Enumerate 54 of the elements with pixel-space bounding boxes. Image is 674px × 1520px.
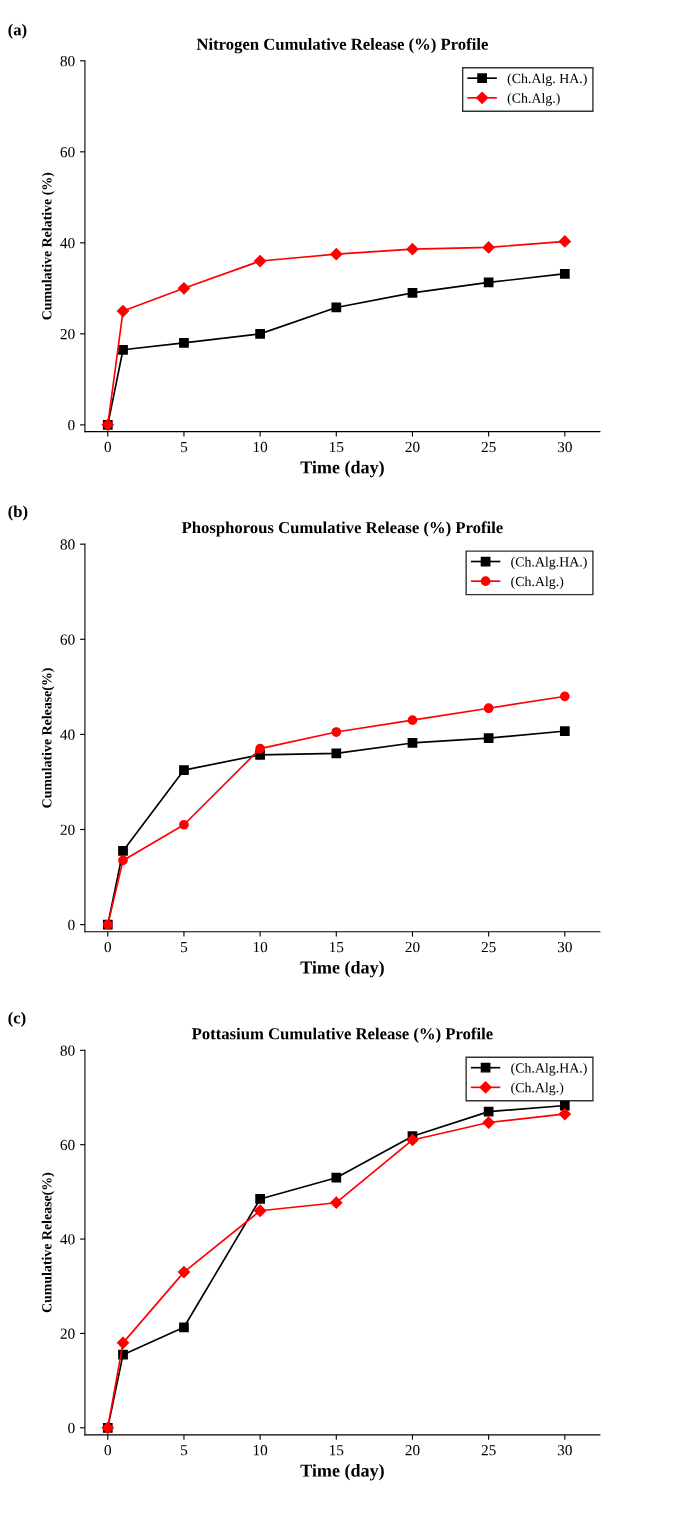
x-tick-label: 15 bbox=[330, 441, 344, 453]
chart-title: Nitrogen Cumulative Release (%) Profile bbox=[196, 37, 488, 54]
x-tick-label: 10 bbox=[253, 941, 268, 953]
x-tick-label: 10 bbox=[253, 441, 268, 453]
y-axis-title: Cumulative Release(%) bbox=[41, 668, 55, 808]
x-tick-label: 20 bbox=[405, 941, 420, 953]
x-axis-title: Time (day) bbox=[300, 460, 384, 478]
x-tick-label: 0 bbox=[104, 941, 112, 953]
chart-title: Pottasium Cumulative Release (%) Profile bbox=[191, 1027, 493, 1043]
text: (a) bbox=[8, 23, 27, 39]
legend-label: (Ch.Alg.HA.) bbox=[511, 556, 587, 570]
y-tick-label: 20 bbox=[60, 328, 75, 340]
x-tick-label: 20 bbox=[405, 1445, 420, 1456]
chart-title: Phosphorous Cumulative Release (%) Profile bbox=[181, 521, 503, 537]
y-tick-label: 80 bbox=[60, 55, 75, 67]
x-tick-label: 25 bbox=[481, 441, 496, 453]
legend-label: (Ch.Alg. HA.) bbox=[507, 73, 587, 87]
y-tick-label: 0 bbox=[68, 919, 75, 931]
x-tick-label: 15 bbox=[330, 942, 344, 953]
legend-label: (Ch.Alg.) bbox=[511, 1082, 564, 1096]
y-tick-label: 60 bbox=[60, 1139, 75, 1151]
y-tick-label: 60 bbox=[60, 146, 75, 158]
x-tick-label: 20 bbox=[405, 441, 420, 453]
x-tick-label: 15 bbox=[330, 1445, 344, 1456]
x-tick-label: 30 bbox=[557, 1445, 572, 1456]
y-tick-label: 40 bbox=[60, 729, 75, 740]
legend-label: (Ch.Alg.) bbox=[507, 93, 560, 106]
x-tick-label: 5 bbox=[181, 1445, 188, 1456]
x-tick-label: 25 bbox=[481, 1445, 496, 1456]
y-tick-label: 40 bbox=[60, 1234, 75, 1245]
x-tick-label: 10 bbox=[253, 1445, 268, 1456]
x-axis-title: Time (day) bbox=[300, 1464, 384, 1481]
x-axis-title: Time (day) bbox=[300, 960, 384, 978]
x-tick-label: 5 bbox=[181, 942, 188, 953]
y-axis-title: Cumulative Relative (%) bbox=[41, 172, 55, 320]
x-tick-label: 30 bbox=[557, 941, 572, 953]
y-tick-label: 60 bbox=[60, 634, 75, 645]
text: (b) bbox=[8, 505, 28, 521]
y-tick-label: 40 bbox=[60, 237, 75, 249]
x-tick-label: 0 bbox=[104, 441, 112, 453]
y-tick-label: 20 bbox=[60, 824, 75, 835]
y-tick-label: 0 bbox=[68, 1422, 75, 1434]
y-tick-label: 0 bbox=[68, 419, 75, 431]
legend-label: (Ch.Alg.) bbox=[511, 576, 564, 590]
text: (c) bbox=[8, 1011, 26, 1027]
x-tick-label: 0 bbox=[104, 1445, 112, 1456]
y-tick-label: 80 bbox=[60, 539, 75, 550]
x-tick-label: 5 bbox=[181, 442, 188, 453]
y-axis-title: Cumulative Release(%) bbox=[41, 1172, 55, 1313]
x-tick-label: 30 bbox=[557, 441, 572, 453]
legend-label: (Ch.Alg.HA.) bbox=[511, 1062, 587, 1076]
x-tick-label: 25 bbox=[481, 941, 496, 953]
y-tick-label: 80 bbox=[60, 1045, 75, 1056]
y-tick-label: 20 bbox=[60, 1328, 75, 1339]
